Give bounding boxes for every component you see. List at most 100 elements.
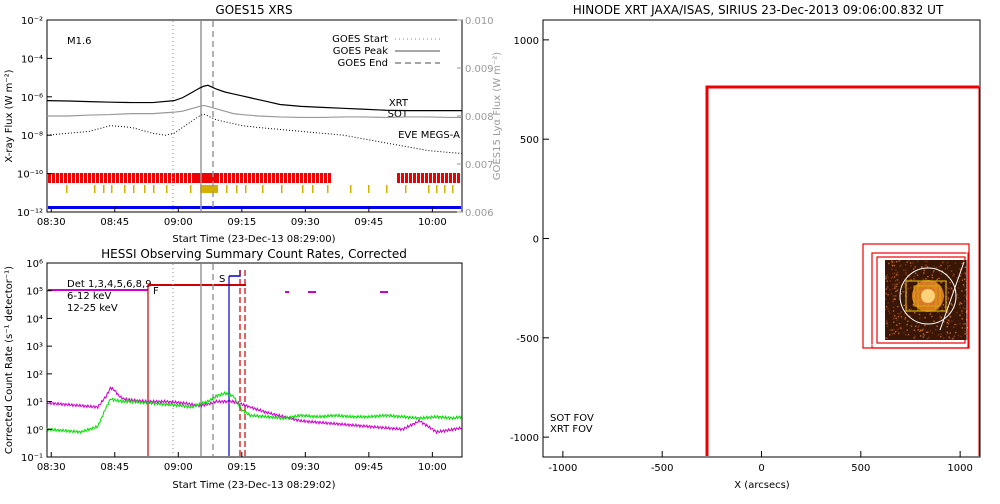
xrt-noise-pixel (944, 268, 947, 270)
goes-sot-tick (153, 185, 155, 193)
xrt-noise-pixel (931, 277, 934, 279)
xrt-noise-pixel (962, 307, 965, 309)
xrt-noise-pixel (950, 287, 953, 290)
goes-label-xrt: XRT (389, 98, 409, 109)
xrt-noise-pixel (931, 274, 933, 276)
xrt-noise-pixel (897, 328, 899, 330)
xrt-noise-pixel (947, 287, 949, 290)
goes-sot-coverage (66, 185, 454, 193)
xrt-noise-pixel (912, 304, 914, 306)
xrt-noise-pixel (957, 294, 959, 296)
goes-y-tick-label: 10⁻⁸ (21, 131, 43, 142)
goes-y2-axis-label: GOES15 Lyα Flux (W m⁻²) (492, 52, 503, 180)
hinode-title: HINODE XRT JAXA/ISAS, SIRIUS 23-Dec-2013… (573, 3, 944, 17)
xrt-noise-pixel (930, 311, 932, 313)
xrt-noise-pixel (929, 313, 931, 315)
xrt-noise-pixel (914, 335, 916, 337)
xrt-noise-pixel (951, 270, 953, 272)
xrt-noise-pixel (963, 285, 965, 288)
goes-xrt-tick (449, 173, 452, 183)
xrt-noise-pixel (894, 287, 896, 289)
goes-sot-tick (103, 185, 105, 193)
xrt-noise-pixel (914, 312, 916, 314)
xrt-noise-pixel (919, 329, 922, 331)
xrt-noise-pixel (960, 302, 963, 305)
goes-xrt-tick (76, 173, 79, 183)
goes-x-axis-label: Start Time (23-Dec-13 08:29:00) (172, 234, 335, 245)
xrt-noise-pixel (946, 262, 949, 264)
xrt-noise-pixel (955, 294, 958, 297)
xrt-noise-pixel (937, 334, 940, 336)
xrt-noise-pixel (955, 331, 957, 334)
xrt-noise-pixel (957, 297, 959, 299)
goes-legend-end-label: GOES End (338, 58, 388, 69)
xrt-noise-pixel (956, 311, 958, 314)
goes-sot-tick (405, 185, 407, 193)
xrt-noise-pixel (893, 261, 895, 263)
xrt-noise-pixel (908, 308, 911, 311)
xrt-noise-pixel (893, 317, 895, 320)
hinode-y-axis: 1000 500 0 -500 -1000 (510, 36, 549, 444)
goes-sot-tick (190, 185, 192, 193)
goes-y-axis-label: X-ray Flux (W m⁻²) (4, 69, 15, 162)
xrt-noise-pixel (886, 337, 889, 340)
hessi-x-tick-label: 08:30 (37, 462, 66, 473)
xrt-noise-pixel (896, 324, 898, 326)
goes-xrt-tick (324, 173, 327, 183)
goes-xrt-tick (308, 173, 311, 183)
goes-xrt-tick (144, 173, 147, 183)
goes-sot-tick (302, 185, 304, 193)
solar-limb-line (939, 261, 965, 331)
xrt-noise-pixel (907, 287, 909, 290)
xrt-noise-pixel (965, 280, 968, 283)
xrt-noise-pixel (945, 318, 948, 321)
xrt-noise-pixel (891, 264, 894, 266)
xrt-noise-pixel (944, 306, 946, 308)
goes-y-axis: 10⁻² 10⁻⁴ 10⁻⁶ 10⁻⁸ 10⁻¹⁰ 10⁻¹² (17, 16, 52, 219)
xrt-noise-pixel (964, 323, 966, 325)
hinode-image-region (862, 243, 970, 349)
goes-xrt-tick (188, 173, 191, 183)
goes-flare-class: M1.6 (67, 36, 92, 47)
xrt-noise-pixel (945, 301, 948, 304)
goes-y2-tick-label: 0.009 (465, 64, 494, 75)
xrt-noise-pixel (909, 315, 911, 318)
xrt-bright-center (921, 289, 935, 303)
xrt-noise-pixel (909, 276, 911, 278)
xrt-noise-pixel (905, 271, 907, 274)
xrt-noise-pixel (922, 278, 924, 280)
xrt-noise-pixel (916, 322, 918, 325)
xrt-noise-pixel (885, 276, 887, 278)
xrt-noise-pixel (948, 264, 951, 267)
goes-sot-tick (94, 185, 96, 193)
hessi-x-tick-label: 09:00 (164, 462, 193, 473)
xrt-noise-pixel (912, 262, 914, 264)
xrt-noise-pixel (951, 304, 953, 306)
xrt-noise-pixel (899, 326, 902, 329)
xrt-noise-pixel (964, 278, 966, 280)
goes-xrt-tick (136, 173, 139, 183)
goes-xrt-tick (148, 173, 151, 183)
hinode-y-tick-label: -1000 (510, 433, 539, 444)
xrt-noise-pixel (948, 312, 950, 314)
goes-xrt-tick (176, 173, 179, 183)
goes-x-tick-label: 09:30 (291, 217, 320, 228)
goes-xrt-tick (180, 173, 183, 183)
xrt-noise-pixel (892, 272, 894, 275)
xrt-noise-pixel (942, 262, 944, 264)
hinode-x-axis: -1000 -500 0 500 1000 (548, 451, 973, 474)
goes-x-tick-label: 08:30 (37, 217, 66, 228)
goes-xrt-tick (140, 173, 143, 183)
goes-x-tick-label: 09:00 (164, 217, 193, 228)
goes-y2-axis: 0.010 0.009 0.008 0.007 0.006 (457, 16, 494, 219)
goes-xrt-tick (60, 173, 63, 183)
xrt-noise-pixel (953, 326, 955, 328)
xrt-noise-pixel (933, 270, 935, 272)
xrt-noise-pixel (900, 264, 902, 266)
xrt-fov-box-outer (865, 246, 968, 346)
xrt-noise-pixel (905, 279, 907, 281)
xrt-noise-pixel (962, 284, 965, 286)
xrt-noise-pixel (896, 273, 898, 275)
goes-xrt-tick (397, 173, 400, 183)
xrt-noise-pixel (921, 266, 923, 268)
